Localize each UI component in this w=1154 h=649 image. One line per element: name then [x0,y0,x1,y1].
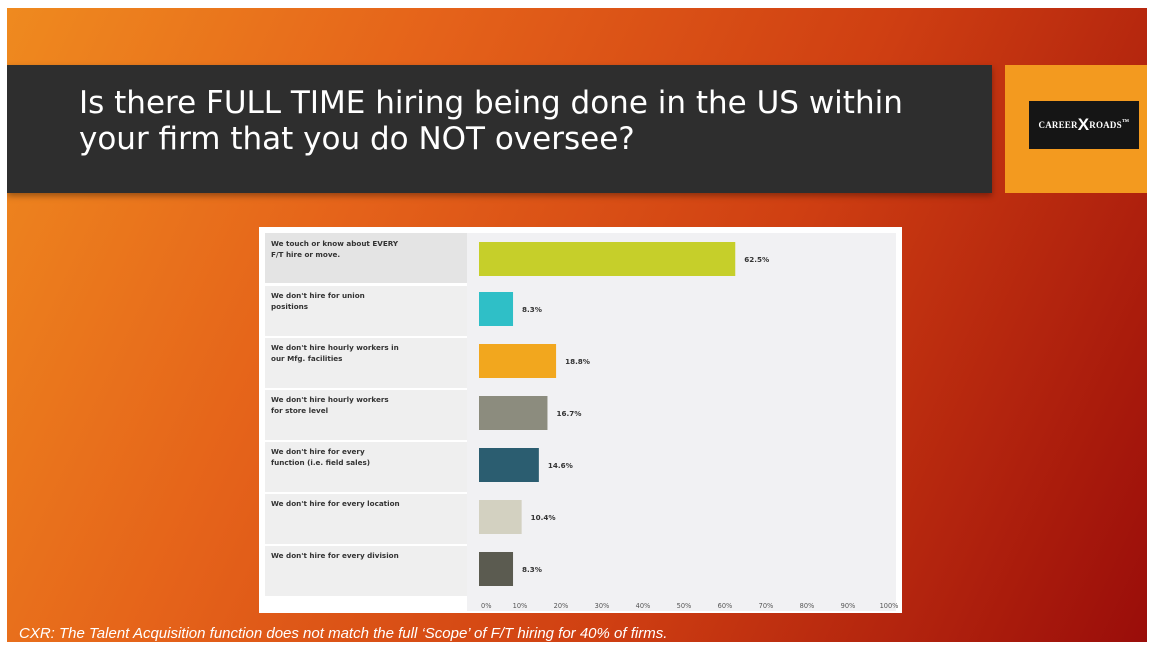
x-tick-label: 0% [481,602,491,610]
footer-note: CXR: The Talent Acquisition function doe… [19,625,668,642]
logo-x-mark: X [1077,115,1090,134]
logo-box: CAREERXROADS™ [1005,65,1147,193]
slide-title: Is there FULL TIME hiring being done in … [79,85,903,157]
category-cell [265,390,467,440]
logo-trademark: ™ [1121,117,1130,126]
category-label: F/T hire or move. [271,250,340,259]
chart-panel: We touch or know about EVERY F/T hire or … [259,227,902,613]
bar [479,242,736,276]
bar [479,396,548,430]
category-cell [265,442,467,492]
logo-right: ROADS [1089,120,1122,130]
logo-text: CAREERXROADS™ [1039,115,1130,135]
category-label: We don't hire for every division [271,551,399,560]
x-tick-label: 20% [554,602,569,610]
category-label: We don't hire hourly workers in [271,343,399,352]
bar-value-label: 14.6% [548,461,573,470]
x-tick-label: 100% [880,602,899,610]
category-label: We touch or know about EVERY [271,239,399,248]
x-tick-label: 10% [513,602,528,610]
category-label: We don't hire hourly workers [271,395,389,404]
x-tick-label: 40% [636,602,651,610]
category-cell [265,286,467,336]
category-label: We don't hire for every location [271,499,400,508]
x-tick-label: 90% [841,602,856,610]
category-label: positions [271,302,308,311]
category-label: for store level [271,406,328,415]
x-tick-label: 60% [718,602,733,610]
category-cell [265,546,467,596]
category-label: our Mfg. facilities [271,354,342,363]
bar-chart: We touch or know about EVERY F/T hire or … [265,233,899,611]
bar [479,292,514,326]
bar-value-label: 10.4% [531,513,556,522]
category-cell [265,338,467,388]
bar-value-label: 62.5% [744,255,769,264]
x-tick-label: 30% [595,602,610,610]
category-label: We don't hire for union [271,291,365,300]
bar [479,344,557,378]
x-tick-label: 70% [759,602,774,610]
category-label: We don't hire for every [271,447,365,456]
category-cell [265,494,467,544]
bar-value-label: 8.3% [522,565,542,574]
bar-value-label: 16.7% [556,409,581,418]
x-tick-label: 80% [800,602,815,610]
bar [479,500,522,534]
slide: Is there FULL TIME hiring being done in … [7,8,1147,642]
category-label: function (i.e. field sales) [271,458,370,467]
bar-value-label: 18.8% [565,357,590,366]
careerxroads-logo: CAREERXROADS™ [1029,101,1139,149]
bar-value-label: 8.3% [522,305,542,314]
category-cell [265,233,467,283]
title-bar: Is there FULL TIME hiring being done in … [7,65,992,193]
logo-left: CAREER [1038,120,1078,130]
bar [479,552,514,586]
bar [479,448,539,482]
x-tick-label: 50% [677,602,692,610]
